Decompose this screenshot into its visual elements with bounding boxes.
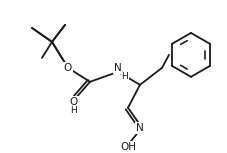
Text: O: O — [64, 63, 72, 73]
Text: OH: OH — [119, 142, 135, 152]
Text: N: N — [114, 63, 121, 73]
Text: O: O — [69, 97, 78, 107]
Text: H: H — [70, 106, 77, 115]
Text: H: H — [121, 72, 128, 81]
Text: N: N — [136, 123, 143, 133]
